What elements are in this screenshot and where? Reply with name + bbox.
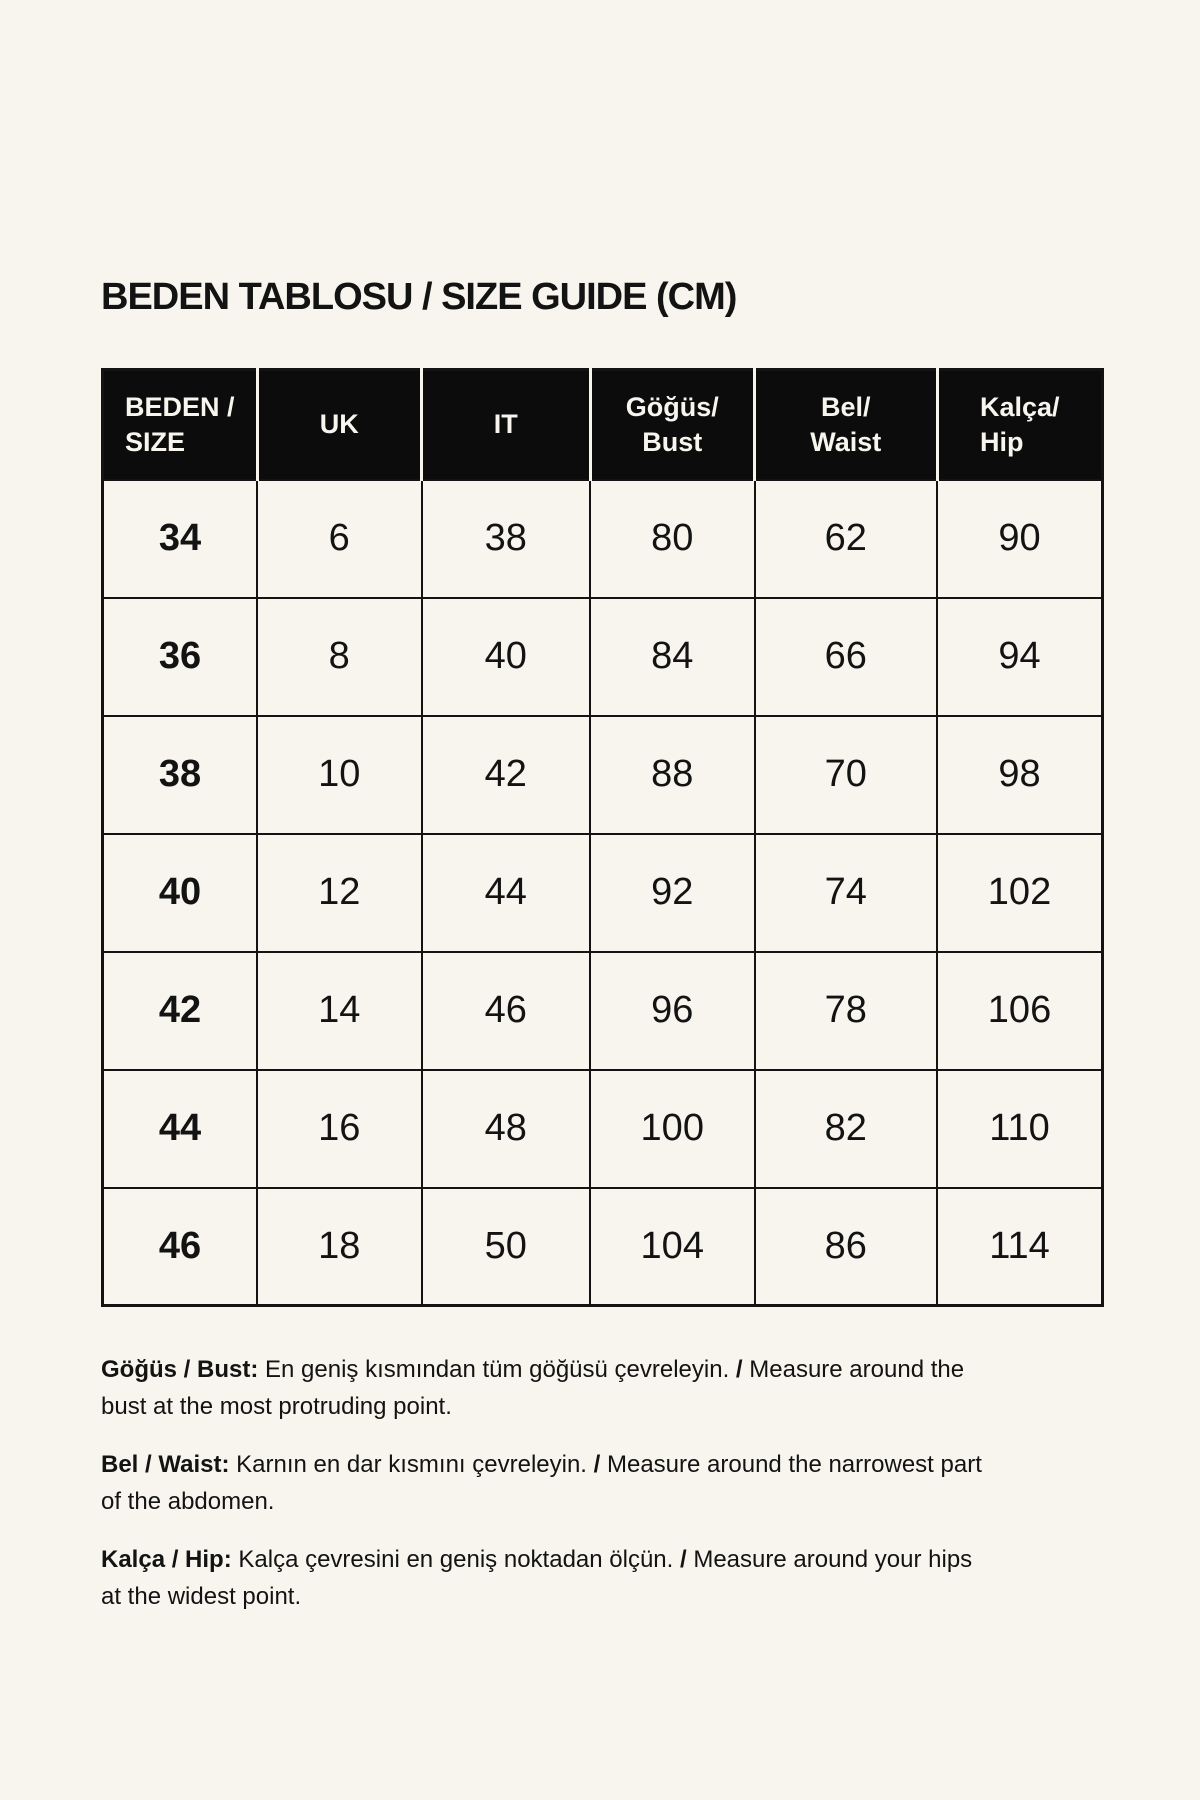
note-waist-english: Measure around the narrowest part of the… (101, 1451, 982, 1515)
table-cell: 40 (420, 596, 591, 717)
table-cell: 66 (753, 596, 938, 717)
table-cell: 44 (420, 832, 591, 953)
measurement-notes: Göğüs / Bust: En geniş kısmından tüm göğ… (101, 1351, 986, 1615)
header-cell-it: IT (421, 369, 592, 480)
table-cell: 106 (936, 950, 1104, 1071)
note-waist-separator: / (593, 1451, 601, 1478)
table-row: 36 8 40 84 66 94 (101, 596, 1104, 717)
header-row: BEDEN / SIZE UK IT Göğüs/ Bust Bel/ Wais… (102, 369, 1103, 480)
note-hip-english: Measure around your hips at the widest p… (101, 1546, 973, 1610)
table-cell: 96 (589, 950, 756, 1071)
size-table-body: 34 6 38 80 62 90 36 8 40 84 66 94 38 10 … (101, 478, 1104, 1307)
header-cell-waist: Bel/ Waist (754, 369, 939, 480)
table-cell: 114 (936, 1186, 1104, 1307)
note-hip-separator: / (680, 1546, 687, 1573)
header-cell-uk: UK (257, 369, 423, 480)
table-cell: 74 (753, 832, 938, 953)
table-cell: 62 (753, 478, 938, 599)
table-cell: 10 (256, 714, 423, 835)
table-cell: 50 (420, 1186, 591, 1307)
table-cell: 38 (420, 478, 591, 599)
header-cell-size: BEDEN / SIZE (102, 369, 259, 480)
table-row: 42 14 46 96 78 106 (101, 950, 1104, 1071)
header-label-uk: UK (319, 409, 359, 440)
table-cell: 86 (753, 1186, 938, 1307)
table-row: 46 18 50 104 86 114 (101, 1186, 1104, 1307)
note-bust-english: Measure around the bust at the most prot… (101, 1356, 965, 1420)
table-cell: 42 (101, 950, 258, 1071)
table-cell: 16 (256, 1068, 423, 1189)
header-label-bust: Göğüs/ Bust (625, 392, 719, 457)
table-cell: 18 (256, 1186, 423, 1307)
note-waist-turkish: Karnın en dar kısmını çevreleyin. (236, 1451, 587, 1478)
table-row: 34 6 38 80 62 90 (101, 478, 1104, 599)
table-cell: 110 (936, 1068, 1104, 1189)
table-cell: 14 (256, 950, 423, 1071)
table-cell: 46 (101, 1186, 258, 1307)
note-bust-turkish: En geniş kısmından tüm göğüsü çevreleyin… (265, 1356, 730, 1383)
note-waist: Bel / Waist: Karnın en dar kısmını çevre… (101, 1446, 986, 1520)
table-row: 38 10 42 88 70 98 (101, 714, 1104, 835)
table-cell: 8 (256, 596, 423, 717)
table-cell: 94 (936, 596, 1104, 717)
header-label-hip: Kalça/ Hip (979, 392, 1060, 457)
table-cell: 104 (589, 1186, 756, 1307)
note-bust-separator: / (735, 1356, 743, 1383)
table-cell: 80 (589, 478, 756, 599)
note-hip: Kalça / Hip: Kalça çevresini en geniş no… (101, 1541, 986, 1615)
table-cell: 90 (936, 478, 1104, 599)
header-cell-bust: Göğüs/ Bust (590, 369, 756, 480)
table-cell: 12 (256, 832, 423, 953)
table-row: 44 16 48 100 82 110 (101, 1068, 1104, 1189)
note-bust: Göğüs / Bust: En geniş kısmından tüm göğ… (101, 1351, 986, 1425)
header-label-size: BEDEN / SIZE (124, 392, 235, 457)
header-cell-hip: Kalça/ Hip (937, 369, 1103, 480)
table-row: 40 12 44 92 74 102 (101, 832, 1104, 953)
note-waist-label: Bel / Waist: (101, 1451, 230, 1478)
table-cell: 102 (936, 832, 1104, 953)
table-cell: 88 (589, 714, 756, 835)
table-cell: 70 (753, 714, 938, 835)
note-hip-turkish: Kalça çevresini en geniş noktadan ölçün. (238, 1546, 674, 1573)
size-table-header: BEDEN / SIZE UK IT Göğüs/ Bust Bel/ Wais… (102, 369, 1103, 480)
table-cell: 100 (589, 1068, 756, 1189)
table-cell: 36 (101, 596, 258, 717)
table-cell: 78 (753, 950, 938, 1071)
table-cell: 40 (101, 832, 258, 953)
table-cell: 92 (589, 832, 756, 953)
table-cell: 44 (101, 1068, 258, 1189)
header-label-waist: Bel/ Waist (810, 392, 882, 457)
note-hip-label: Kalça / Hip: (101, 1546, 232, 1573)
table-cell: 84 (589, 596, 756, 717)
table-cell: 48 (420, 1068, 591, 1189)
table-cell: 82 (753, 1068, 938, 1189)
table-cell: 6 (256, 478, 423, 599)
table-cell: 46 (420, 950, 591, 1071)
page-title: BEDEN TABLOSU / SIZE GUIDE (CM) (101, 276, 737, 318)
note-bust-label: Göğüs / Bust: (101, 1356, 259, 1383)
table-cell: 42 (420, 714, 591, 835)
table-cell: 38 (101, 714, 258, 835)
table-cell: 34 (101, 478, 258, 599)
header-label-it: IT (493, 409, 518, 440)
size-table: BEDEN / SIZE UK IT Göğüs/ Bust Bel/ Wais… (101, 368, 1104, 1307)
table-cell: 98 (936, 714, 1104, 835)
